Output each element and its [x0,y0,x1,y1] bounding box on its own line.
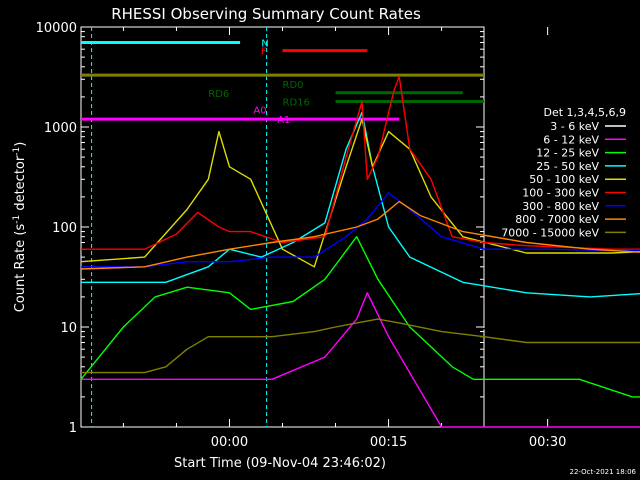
legend-entry-label: 7000 - 15000 keV [501,226,599,239]
series-line [81,75,640,250]
state-flag-label: RD16 [283,97,310,108]
y-axis-label: Count Rate (s-1 detector-1) [12,142,28,313]
state-flag-label: F [261,47,267,58]
state-flag-label: RD0 [283,80,304,91]
y-tick-label: 10000 [36,21,77,36]
y-tick-label: 10 [60,321,77,336]
legend-entry-label: 12 - 25 keV [536,147,599,160]
x-tick-label: 00:00 [211,435,248,450]
y-tick-label: 100 [52,221,77,236]
series-line [81,322,640,380]
plot-area: NFFD1FD3FD16RD0RD6RD16A0A1 [80,27,640,428]
series-line [81,292,640,428]
x-tick-label: 00:30 [529,435,566,450]
series-line [81,111,640,298]
y-tick-label: 1000 [44,121,77,136]
x-axis-label: Start Time (09-Nov-04 23:46:02) [174,456,386,471]
state-flag-label: N [261,38,268,49]
series-line [80,118,640,268]
series-line [81,192,640,268]
y-tick-label: 1 [69,421,77,436]
x-tick-label: 00:15 [370,435,407,450]
chart-title: RHESSI Observing Summary Count Rates [111,5,421,23]
footer-date: 22-Oct-2021 18:06 [570,468,637,476]
legend-entry-label: 300 - 800 keV [522,200,599,213]
legend-entry-label: 6 - 12 keV [543,133,599,146]
legend-entry-label: 800 - 7000 keV [515,213,599,226]
legend-entry-label: 50 - 100 keV [529,173,599,186]
state-flag-label: RD6 [208,89,229,100]
series-line [81,318,640,374]
state-flag-label: A0 [253,105,266,116]
state-flag-label: A1 [277,115,290,126]
y-axis: 1 10 100 1000 10000 [36,21,484,436]
legend-title: Det 1,3,4,5,6,9 [543,106,626,119]
series-line [80,235,640,398]
legend-entry-label: 100 - 300 keV [522,187,599,200]
series-line [80,200,640,270]
legend-entry-label: 25 - 50 keV [536,160,599,173]
legend-entry-label: 3 - 6 keV [550,120,599,133]
